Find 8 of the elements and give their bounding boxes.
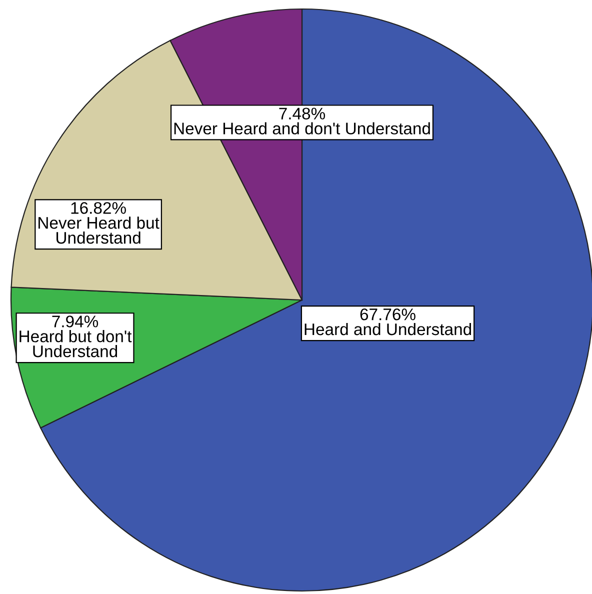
- data-label: 67.76%: [360, 308, 416, 320]
- slice-label: Heard and Understand: [304, 322, 472, 336]
- slice-label: Never Heard and don't Understand: [174, 122, 430, 134]
- slice-label: Never Heard but Understand: [38, 216, 160, 244]
- data-label: 16.82%: [71, 202, 126, 214]
- data-label: 7.48%: [279, 108, 326, 120]
- data-label: 7.94%: [52, 316, 98, 328]
- slice-label: Heard but don't Understand: [20, 330, 132, 358]
